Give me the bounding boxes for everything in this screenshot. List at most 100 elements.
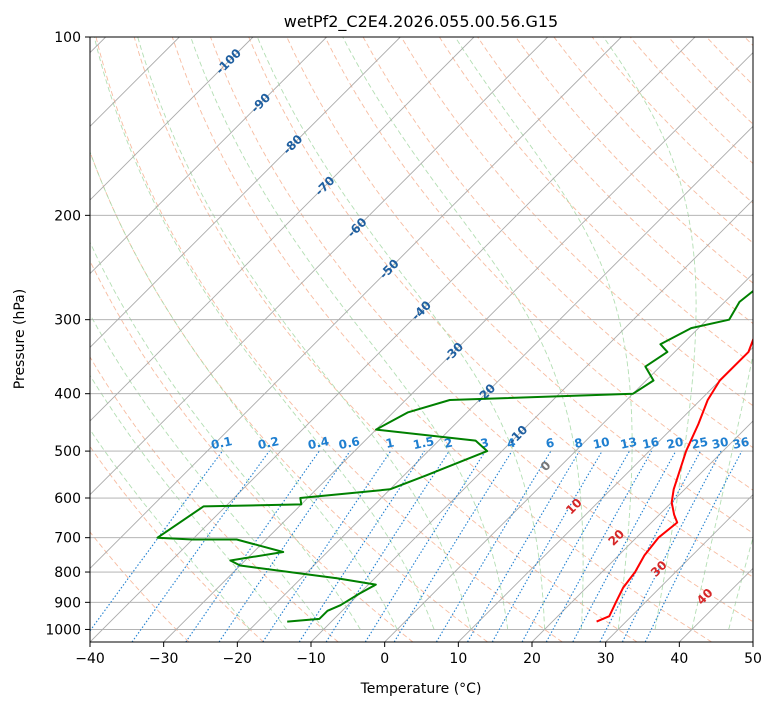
y-tick-label: 200 [54,208,81,224]
moist-adiabat-line [90,150,398,630]
mixing-ratio-label: 0.2 [257,434,281,452]
temperature-profile-line [596,337,753,623]
y-tick-label: 900 [54,595,81,611]
axes: −40 −30 −20 −10 0 10 20 30 40 50 1000 900 800 700 600 5… [45,30,762,667]
mixing-ratio-line [131,450,270,642]
mixing-ratio-label: 6 [545,435,556,450]
y-tick-label: 300 [54,313,81,329]
isotherm-line [237,125,753,642]
moist-adiabat-line [190,37,509,630]
dry-adiabat-line [90,356,339,642]
dry-adiabat-line [248,37,753,578]
isotherm-line [163,52,753,642]
mixing-ratio-line [491,450,603,642]
mixing-ratio-line [644,450,743,642]
mixing-ratio-line [393,450,513,642]
mixing-ratio-label: 13 [619,435,638,452]
mixing-ratio-label: 20 [665,435,684,452]
mixing-ratio-line [572,450,677,642]
x-tick-label: −10 [296,651,326,667]
mixing-ratio-label: 30 [711,435,730,452]
mixing-ratio-label: 8 [573,435,584,450]
dry-adiabat-line [439,37,753,365]
mixing-ratio-label: 4 [506,435,517,450]
dry-adiabat-line [90,531,190,642]
chart-title: wetPf2_C2E4.2026.055.00.56.G15 [284,12,558,32]
y-axis-title: Pressure (hPa) [12,289,28,389]
isotherm-line [90,37,401,348]
isotherms [90,37,753,642]
dry-adiabat-line [286,37,753,534]
mixing-ratio-label: 1 [384,435,395,450]
moist-adiabat-line [256,37,546,630]
dry-adiabat-line [90,150,488,642]
profile-series [156,289,753,623]
x-tick-label: 30 [597,651,615,667]
dry-adiabat-line [400,37,753,407]
mixing-ratio-label: 36 [731,435,750,452]
isotherm-line [90,37,475,422]
dry-adiabat-line [477,37,753,325]
x-tick-label: 10 [449,651,467,667]
dry-adiabat-line [95,37,563,642]
mixing-ratio-label: 0.4 [307,434,331,452]
isotherm-line [90,37,548,496]
moist-adiabat-line [342,37,584,630]
isotherm-line [531,420,753,642]
moist-adiabat-line [137,37,472,630]
dry-adiabat-line [591,37,753,204]
isotherm-line [90,37,622,569]
mixing-ratio-line [545,450,653,642]
mixing-ratio-label: 25 [690,435,709,452]
dewpoint-profile-line [156,289,753,623]
moist-adiabat-line [691,353,753,630]
isotherm-line [458,346,753,642]
mixing-ratio-label: 16 [641,435,660,452]
moist-adiabat-line [728,535,753,630]
pressure-gridlines [90,37,753,630]
isotherm-line [384,273,753,642]
mixing-ratio-label: 10 [592,435,611,452]
mixing-ratio-line [364,450,486,642]
mixing-ratio-line [185,450,320,642]
y-tick-label: 600 [54,491,81,507]
x-tick-label: 40 [670,651,688,667]
mixing-ratio-label: 1.5 [412,434,436,452]
mixing-ratio-line [621,450,722,642]
y-tick-label: 700 [54,531,81,547]
x-tick-label: −40 [75,651,105,667]
x-tick-label: 20 [523,651,541,667]
x-tick-label: 50 [744,651,762,667]
moist-adiabats [90,37,753,630]
x-axis-title: Temperature (°C) [360,681,482,697]
isotherm-line [605,494,753,642]
mixing-ratio-line [325,450,450,642]
moist-adiabat-line [90,313,324,630]
x-tick-label: 0 [380,651,389,667]
mixing-ratio-label: 2 [443,435,454,450]
dry-adiabat-line [553,37,753,244]
x-tick-label: −30 [149,651,179,667]
mixing-ratio-line [599,450,701,642]
mixing-ratio-label: 3 [479,435,490,450]
y-tick-label: 1000 [45,622,81,638]
mixing-ratio-label: 0.1 [210,434,234,452]
mixing-ratio-line [521,450,630,642]
dry-adiabat-line [171,37,712,642]
isotherm-line [90,37,254,201]
dry-adiabat-line [210,37,753,623]
mixing-ratio-lines: 0.1 0.2 0.4 0.6 1 1.5 2 3 4 6 8 10 13 16 20 25 30 36 [90,434,751,642]
x-tick-label: −20 [223,651,253,667]
y-tick-label: 800 [54,565,81,581]
mixing-ratio-line [90,450,223,632]
y-tick-label: 100 [54,30,81,46]
dry-adiabat-line [133,37,638,642]
y-tick-label: 400 [54,387,81,403]
moist-adiabat-line [603,37,697,630]
mixing-ratio-line [298,450,425,642]
moist-adiabat-line [90,241,361,630]
mixing-ratio-label: 0.6 [337,434,361,452]
isotherm-line [90,37,327,275]
isotherm-line [310,199,753,642]
